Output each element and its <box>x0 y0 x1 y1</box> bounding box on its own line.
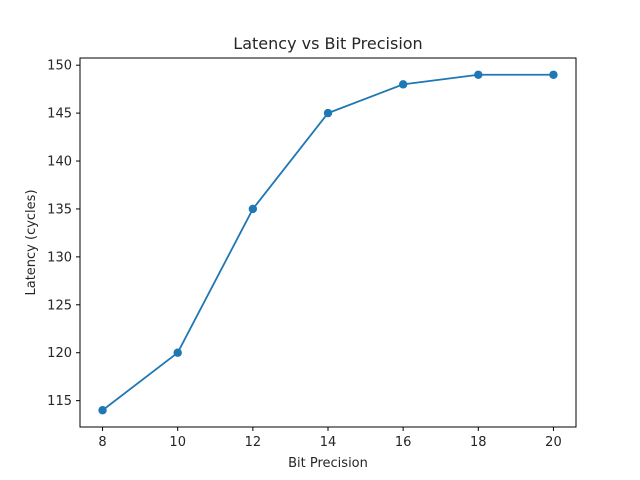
data-point <box>549 70 558 79</box>
x-tick-label: 12 <box>245 435 262 450</box>
x-tick-label: 8 <box>98 435 106 450</box>
y-tick-label: 140 <box>47 155 72 170</box>
x-tick-label: 16 <box>395 435 412 450</box>
y-tick-label: 135 <box>47 202 72 217</box>
x-tick-label: 20 <box>545 435 562 450</box>
x-axis: 8 10 12 14 16 18 20 <box>98 427 562 450</box>
plot-area-frame <box>79 57 577 428</box>
data-point <box>474 70 483 79</box>
series-line-group <box>98 70 558 415</box>
y-tick-label: 120 <box>47 346 72 361</box>
data-point <box>98 406 107 415</box>
data-point <box>323 108 333 118</box>
data-point <box>173 348 182 357</box>
data-point <box>398 80 408 89</box>
x-axis-label: Bit Precision <box>288 456 368 471</box>
y-tick-label: 125 <box>47 298 72 313</box>
y-tick-label: 150 <box>47 59 72 74</box>
y-axis-label: Latency (cycles) <box>24 189 39 295</box>
x-tick-label: 18 <box>470 435 487 450</box>
y-axis: 115 120 125 130 135 140 145 150 <box>47 59 80 409</box>
x-tick-label: 10 <box>169 435 186 450</box>
chart-title: Latency vs Bit Precision <box>233 34 422 53</box>
y-tick-label: 130 <box>47 250 72 265</box>
y-tick-label: 145 <box>47 107 72 122</box>
y-tick-label: 115 <box>47 394 72 409</box>
data-point <box>248 204 258 214</box>
x-tick-label: 14 <box>320 435 337 450</box>
